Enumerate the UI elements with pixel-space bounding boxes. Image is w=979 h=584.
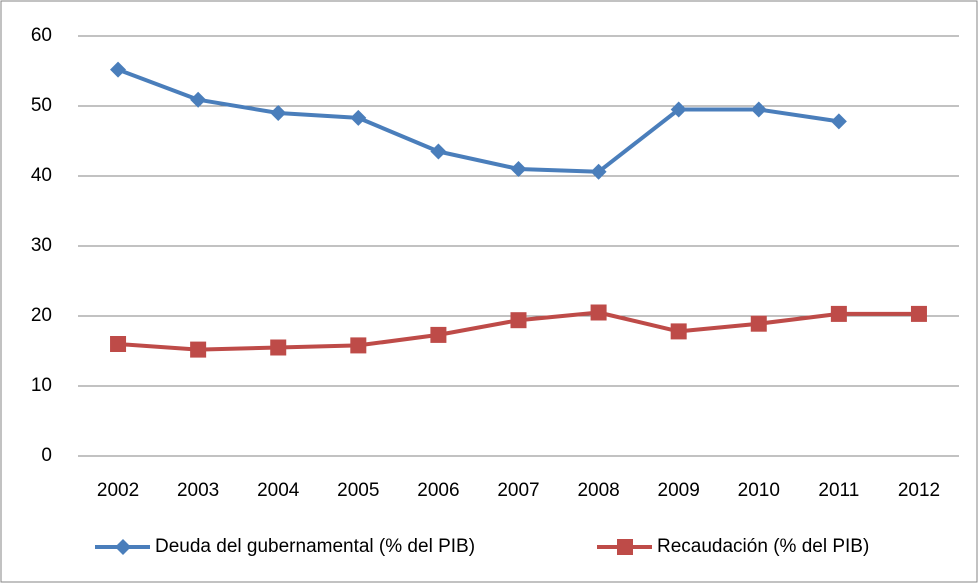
point — [830, 113, 847, 130]
y-tick-label: 20 — [31, 305, 52, 326]
x-tick-label: 2003 — [177, 480, 219, 501]
y-tick-label: 40 — [31, 165, 52, 186]
point — [910, 305, 927, 322]
point — [510, 312, 527, 329]
x-tick-label: 2002 — [97, 480, 139, 501]
x-tick-label: 2007 — [497, 480, 539, 501]
point — [430, 143, 447, 160]
point — [110, 336, 127, 352]
x-tick-label: 2010 — [738, 480, 780, 501]
point — [190, 341, 207, 358]
legend-label: Deuda del gubernamental (% del PIB) — [155, 536, 475, 557]
x-tick-label: 2011 — [818, 480, 859, 501]
point — [350, 337, 367, 354]
point — [350, 109, 367, 126]
x-tick-label: 2009 — [658, 480, 700, 501]
point — [270, 105, 287, 121]
point — [430, 326, 447, 343]
y-tick-label: 0 — [41, 445, 52, 466]
y-tick-label: 30 — [31, 235, 52, 256]
y-tick-label: 60 — [31, 25, 52, 46]
x-tick-label: 2004 — [257, 480, 300, 501]
x-tick-label: 2012 — [898, 480, 940, 501]
point — [270, 339, 287, 356]
point — [670, 101, 687, 118]
point — [590, 163, 607, 180]
x-tick-label: 2008 — [577, 480, 619, 501]
x-tick-label: 2006 — [417, 480, 459, 501]
legend-marker — [115, 539, 131, 555]
point — [830, 305, 847, 322]
legend-marker — [617, 539, 633, 555]
x-tick-label: 2005 — [337, 480, 379, 501]
point — [110, 61, 127, 78]
y-tick-label: 50 — [31, 95, 52, 116]
legend-label: Recaudación (% del PIB) — [657, 536, 869, 557]
point — [670, 323, 687, 340]
point — [750, 315, 767, 332]
point — [750, 101, 767, 118]
point — [510, 161, 527, 177]
y-tick-label: 10 — [31, 375, 52, 396]
series-line — [117, 67, 840, 174]
point — [190, 91, 207, 108]
point — [590, 304, 607, 321]
